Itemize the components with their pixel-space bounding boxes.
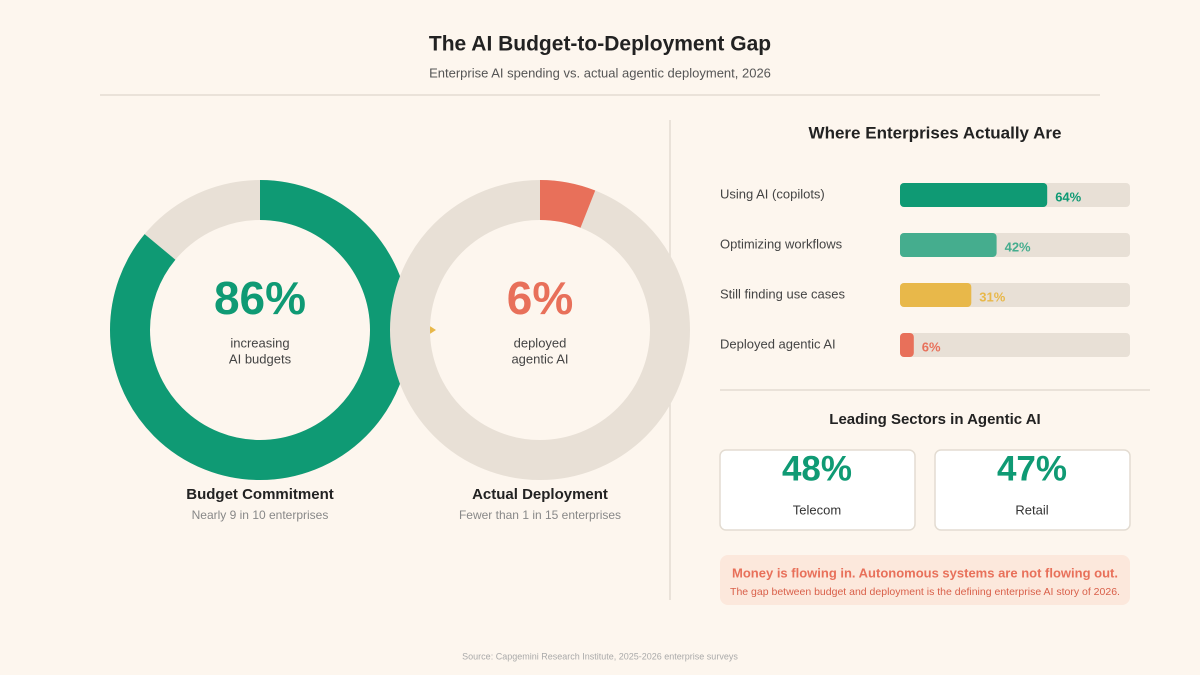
stage-name: Deployed agentic AI — [720, 336, 836, 351]
callout-headline: Money is flowing in. Autonomous systems … — [732, 565, 1118, 580]
stages-title: Where Enterprises Actually Are — [809, 123, 1062, 142]
ring-value: 6% — [507, 272, 573, 324]
sector-value: 47% — [997, 449, 1067, 488]
source: Source: Capgemini Research Institute, 20… — [462, 651, 738, 661]
title: The AI Budget-to-Deployment Gap — [429, 33, 771, 56]
ring-caption: agentic AI — [511, 351, 568, 366]
bar-value-label: 6% — [922, 339, 941, 354]
sector-card — [719, 449, 916, 531]
ring-caption: AI budgets — [229, 351, 292, 366]
ring-caption: increasing — [230, 335, 289, 350]
subtitle: Enterprise AI spending vs. actual agenti… — [429, 65, 771, 80]
bar-value-label: 42% — [1005, 239, 1031, 254]
ring-value: 86% — [214, 272, 306, 324]
bar-value-label: 64% — [1055, 189, 1081, 204]
ring-note: Nearly 9 in 10 enterprises — [192, 508, 329, 522]
ring-label: Actual Deployment — [472, 486, 608, 503]
bar — [900, 183, 1048, 207]
bar-value-label: 31% — [979, 289, 1005, 304]
ring-arc — [390, 180, 690, 480]
bar-track — [900, 333, 1130, 357]
sector-name: Telecom — [793, 502, 841, 517]
stage-name: Still finding use cases — [720, 286, 846, 301]
callout-box — [720, 555, 1130, 605]
stage-name: Optimizing workflows — [720, 236, 843, 251]
sector-value: 48% — [782, 449, 852, 488]
bar — [900, 233, 997, 257]
ring-caption: deployed — [514, 335, 567, 350]
bar — [900, 283, 972, 307]
ring-note: Fewer than 1 in 15 enterprises — [459, 508, 621, 522]
sector-name: Retail — [1015, 502, 1048, 517]
sector-card — [934, 449, 1131, 531]
ring-label: Budget Commitment — [186, 486, 334, 503]
bar — [900, 333, 914, 357]
stage-name: Using AI (copilots) — [720, 186, 825, 201]
sectors-title: Leading Sectors in Agentic AI — [829, 411, 1040, 428]
callout-text: The gap between budget and deployment is… — [730, 586, 1120, 598]
